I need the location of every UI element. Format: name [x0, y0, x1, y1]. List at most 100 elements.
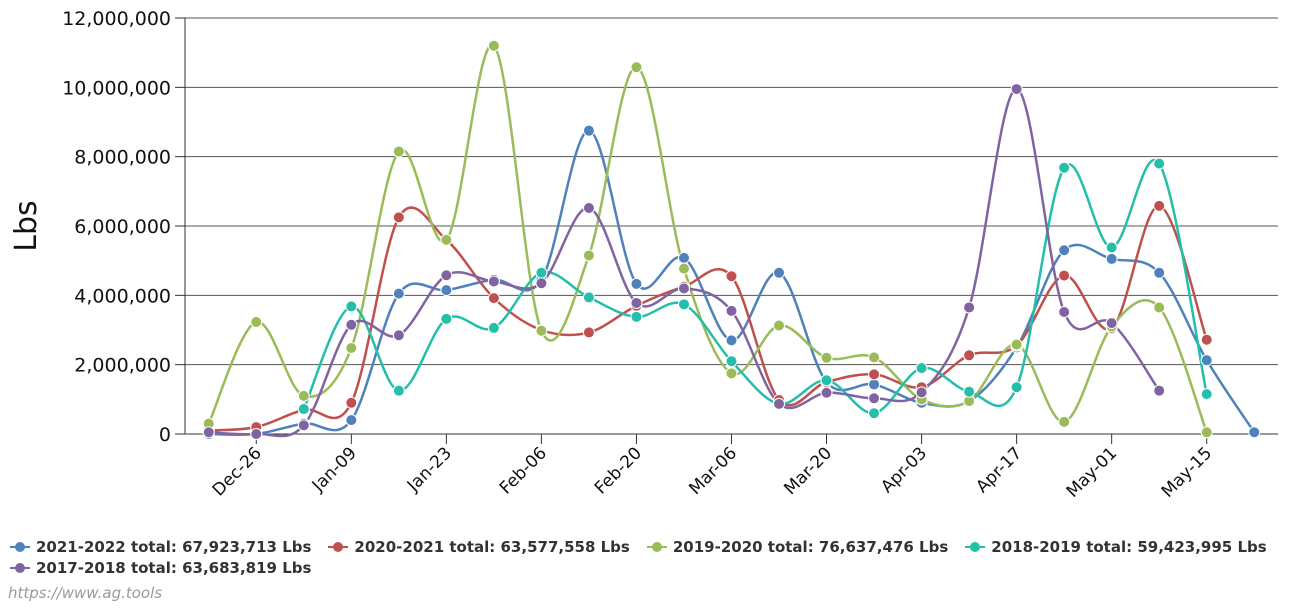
- series-point-4[interactable]: [868, 392, 881, 405]
- series-point-4[interactable]: [630, 296, 643, 309]
- series-point-3[interactable]: [297, 403, 310, 416]
- series-point-3[interactable]: [1200, 388, 1213, 401]
- series-point-3[interactable]: [392, 384, 405, 397]
- series-point-3[interactable]: [1153, 157, 1166, 170]
- series-point-4[interactable]: [820, 386, 833, 399]
- series-point-4[interactable]: [1105, 317, 1118, 330]
- legend-item[interactable]: 2021-2022 total: 67,923,713 Lbs: [10, 538, 311, 556]
- y-tick-label: 0: [159, 424, 171, 446]
- series-line-3: [302, 158, 1208, 415]
- series-point-2[interactable]: [677, 262, 690, 275]
- series-point-2[interactable]: [487, 39, 500, 52]
- series-point-3[interactable]: [630, 310, 643, 323]
- legend-item[interactable]: 2019-2020 total: 76,637,476 Lbs: [646, 537, 949, 556]
- series-point-1[interactable]: [345, 396, 358, 409]
- series-point-1[interactable]: [1200, 333, 1213, 346]
- series-point-3[interactable]: [440, 312, 453, 325]
- series-point-3[interactable]: [963, 385, 976, 398]
- series-point-1[interactable]: [582, 326, 595, 339]
- series-point-0[interactable]: [392, 287, 405, 300]
- series-point-3[interactable]: [1105, 241, 1118, 254]
- series-point-2[interactable]: [630, 61, 643, 74]
- series-point-4[interactable]: [963, 301, 976, 314]
- series-point-2[interactable]: [1058, 415, 1071, 428]
- series-point-1[interactable]: [963, 349, 976, 362]
- series-point-3[interactable]: [1058, 161, 1071, 174]
- legend-item[interactable]: 2017-2018 total: 63,683,819 Lbs: [10, 559, 311, 577]
- series-point-4[interactable]: [1010, 83, 1023, 96]
- series-point-4[interactable]: [535, 277, 548, 290]
- series-point-3[interactable]: [1010, 381, 1023, 394]
- series-point-2[interactable]: [1010, 338, 1023, 351]
- legend-item[interactable]: 2018-2019 total: 59,423,995 Lbs: [965, 538, 1267, 556]
- series-point-3[interactable]: [677, 298, 690, 311]
- series-point-2[interactable]: [392, 145, 405, 158]
- series-point-3[interactable]: [535, 266, 548, 279]
- series-point-3[interactable]: [820, 374, 833, 387]
- legend-swatch: [328, 541, 349, 552]
- series-point-2[interactable]: [820, 351, 833, 364]
- series-point-1[interactable]: [392, 211, 405, 224]
- series-point-0[interactable]: [582, 124, 595, 137]
- series-point-2[interactable]: [1153, 301, 1166, 314]
- legend-label: 2020-2021 total: 63,577,558 Lbs: [354, 537, 630, 556]
- series-point-2[interactable]: [773, 319, 786, 332]
- series-point-3[interactable]: [725, 355, 738, 368]
- series-point-0[interactable]: [677, 251, 690, 264]
- legend-row: 2017-2018 total: 63,683,819 Lbs: [10, 557, 1290, 578]
- y-tick-label: 8,000,000: [74, 147, 171, 169]
- series-point-4[interactable]: [345, 318, 358, 331]
- series-point-4[interactable]: [440, 269, 453, 282]
- series-point-4[interactable]: [202, 426, 215, 439]
- series-point-3[interactable]: [915, 362, 928, 375]
- x-tick-label: Apr-03: [877, 443, 931, 497]
- series-point-0[interactable]: [1058, 244, 1071, 257]
- x-tick-label: Dec-26: [209, 443, 266, 500]
- legend-swatch: [965, 541, 986, 552]
- source-url: https://www.ag.tools: [8, 584, 163, 602]
- series-point-4[interactable]: [392, 329, 405, 342]
- series-point-4[interactable]: [915, 386, 928, 399]
- series-point-0[interactable]: [725, 334, 738, 347]
- series-point-2[interactable]: [535, 324, 548, 337]
- series-point-0[interactable]: [1105, 252, 1118, 265]
- series-point-4[interactable]: [1153, 384, 1166, 397]
- series-point-0[interactable]: [868, 378, 881, 391]
- series-point-0[interactable]: [630, 277, 643, 290]
- series-point-4[interactable]: [487, 275, 500, 288]
- series-point-3[interactable]: [487, 321, 500, 334]
- series-point-1[interactable]: [868, 368, 881, 381]
- series-point-2[interactable]: [582, 249, 595, 262]
- series-point-4[interactable]: [725, 304, 738, 317]
- series-point-4[interactable]: [677, 282, 690, 295]
- legend-item[interactable]: 2020-2021 total: 63,577,558 Lbs: [328, 537, 630, 556]
- series-point-0[interactable]: [345, 414, 358, 427]
- y-tick-label: 12,000,000: [62, 8, 171, 30]
- series-point-0[interactable]: [1248, 426, 1261, 439]
- series-point-2[interactable]: [250, 316, 263, 329]
- series-point-2[interactable]: [868, 351, 881, 364]
- series-point-0[interactable]: [773, 266, 786, 279]
- legend-swatch: [646, 541, 667, 552]
- series-point-4[interactable]: [582, 201, 595, 214]
- series-point-4[interactable]: [297, 419, 310, 432]
- series-point-0[interactable]: [440, 284, 453, 297]
- series-point-0[interactable]: [1153, 266, 1166, 279]
- series-point-4[interactable]: [250, 428, 263, 440]
- series-point-1[interactable]: [1153, 199, 1166, 212]
- legend-label: 2019-2020 total: 76,637,476 Lbs: [672, 537, 949, 556]
- series-point-0[interactable]: [1200, 354, 1213, 367]
- series-point-1[interactable]: [725, 270, 738, 283]
- series-point-2[interactable]: [345, 342, 358, 355]
- series-point-1[interactable]: [1058, 269, 1071, 282]
- series-point-3[interactable]: [868, 407, 881, 420]
- series-point-3[interactable]: [582, 291, 595, 304]
- series-point-2[interactable]: [297, 389, 310, 402]
- series-point-4[interactable]: [1058, 305, 1071, 318]
- series-point-2[interactable]: [725, 367, 738, 380]
- series-point-1[interactable]: [487, 292, 500, 305]
- series-point-2[interactable]: [1200, 426, 1213, 439]
- series-point-4[interactable]: [773, 397, 786, 410]
- series-point-3[interactable]: [345, 300, 358, 313]
- series-point-2[interactable]: [440, 233, 453, 246]
